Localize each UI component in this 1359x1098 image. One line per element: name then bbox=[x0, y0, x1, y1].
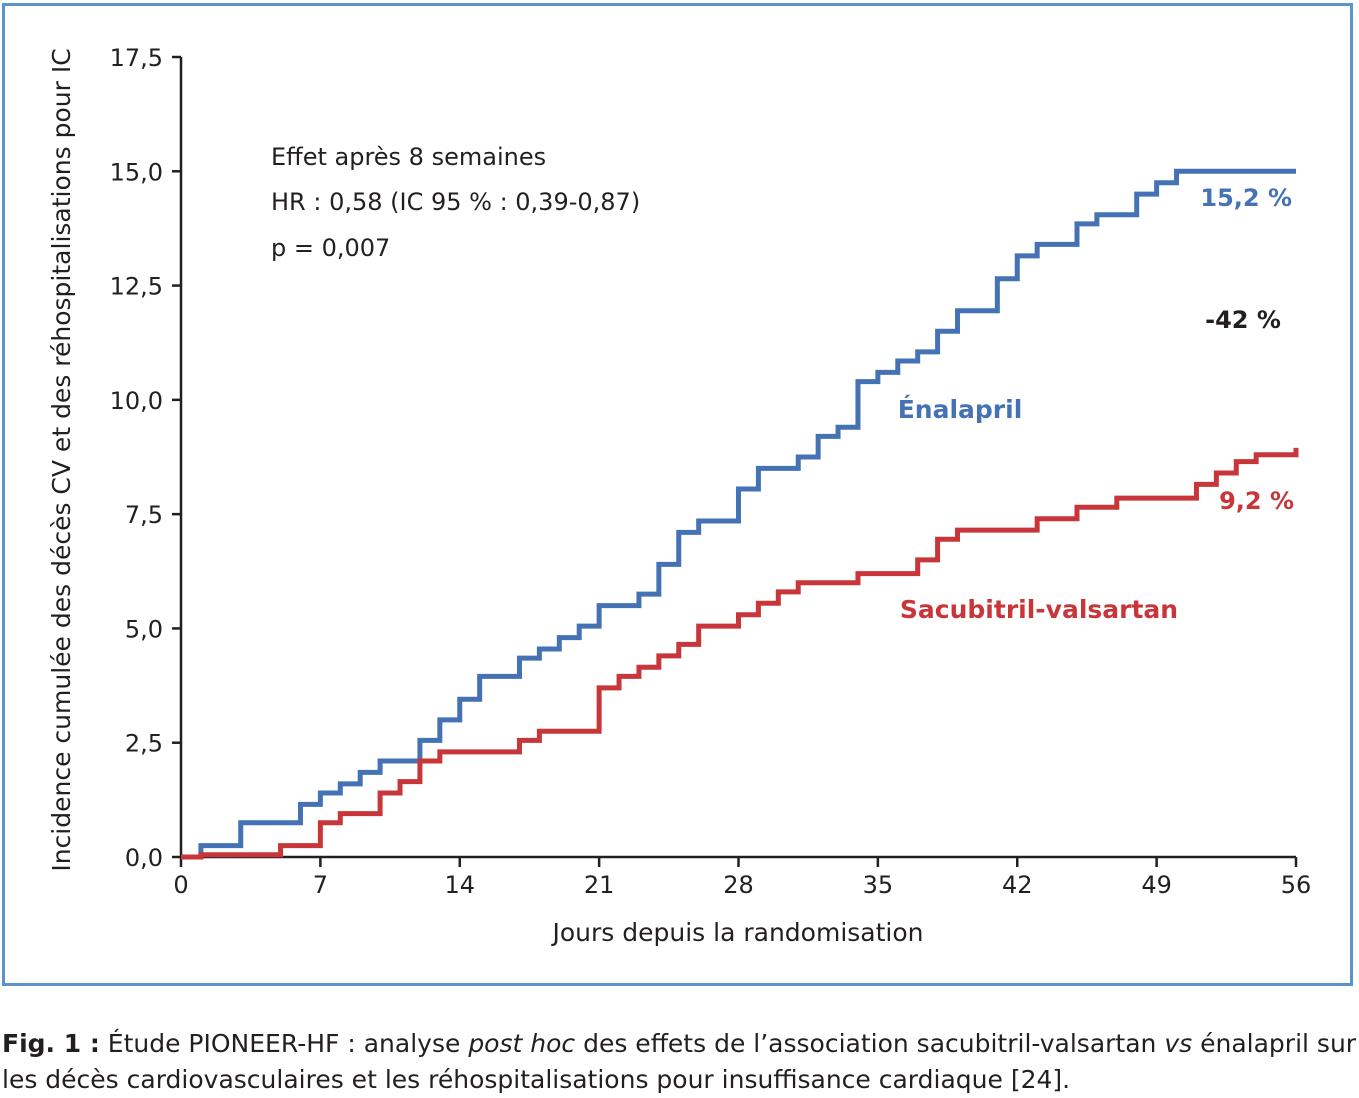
caption-fig-label: Fig. 1 : bbox=[2, 1029, 100, 1058]
hazard-ratio: HR : 0,58 (IC 95 % : 0,39-0,87) bbox=[271, 188, 640, 216]
y-tick-label: 12,5 bbox=[110, 273, 163, 301]
x-ticks: 0 7 14 21 28 35 42 49 56 bbox=[173, 857, 1311, 899]
x-tick-label: 42 bbox=[1002, 871, 1033, 899]
y-axis-label: Incidence cumulée des décès CV et des ré… bbox=[47, 48, 76, 871]
x-tick-label: 14 bbox=[444, 871, 475, 899]
y-tick-label: 10,0 bbox=[110, 387, 163, 415]
x-tick-label: 28 bbox=[723, 871, 754, 899]
x-tick-label: 0 bbox=[173, 871, 188, 899]
caption-text-3: énalapril sur les décès cardiovasculaire… bbox=[2, 1029, 1357, 1094]
y-tick-label: 17,5 bbox=[110, 44, 163, 72]
enalapril-curve bbox=[181, 168, 1296, 860]
y-tick-label: 2,5 bbox=[125, 730, 163, 758]
p-value: p = 0,007 bbox=[271, 234, 390, 262]
y-tick-label: 15,0 bbox=[110, 158, 163, 186]
sacubitril-end-label: 9,2 % bbox=[1219, 487, 1294, 515]
sacubitril-series-label: Sacubitril-valsartan bbox=[900, 595, 1178, 624]
enalapril-end-label: 15,2 % bbox=[1200, 184, 1292, 212]
series-layer bbox=[181, 168, 1299, 860]
y-tick-label: 7,5 bbox=[125, 501, 163, 529]
y-ticks: 0,0 2,5 5,0 7,5 10,0 12,5 15,0 17,5 bbox=[110, 44, 181, 872]
x-axis-label: Jours depuis la randomisation bbox=[551, 918, 924, 947]
km-chart: 0,0 2,5 5,0 7,5 10,0 12,5 15,0 17,5 0 7 14 21 28 35 4… bbox=[47, 44, 1311, 947]
x-tick-label: 7 bbox=[313, 871, 328, 899]
caption-text-1: Étude PIONEER-HF : analyse bbox=[99, 1029, 469, 1058]
x-tick-label: 56 bbox=[1281, 871, 1312, 899]
caption-text-2: des effets de l’association sacubitril-v… bbox=[575, 1029, 1165, 1058]
figure-frame bbox=[2, 3, 1353, 986]
x-tick-label: 49 bbox=[1141, 871, 1172, 899]
x-tick-label: 35 bbox=[863, 871, 894, 899]
x-tick-label: 21 bbox=[584, 871, 615, 899]
figure-caption: Fig. 1 : Étude PIONEER-HF : analyse post… bbox=[2, 1026, 1358, 1098]
sacubitril-valsartan-curve bbox=[181, 447, 1299, 860]
y-tick-label: 0,0 bbox=[125, 844, 163, 872]
effect-title: Effet après 8 semaines bbox=[271, 143, 546, 171]
y-tick-label: 5,0 bbox=[125, 615, 163, 643]
caption-italic-1: post hoc bbox=[468, 1029, 576, 1058]
reduction-label: -42 % bbox=[1205, 306, 1281, 334]
enalapril-series-label: Énalapril bbox=[898, 395, 1023, 424]
caption-italic-2: vs bbox=[1164, 1029, 1193, 1058]
